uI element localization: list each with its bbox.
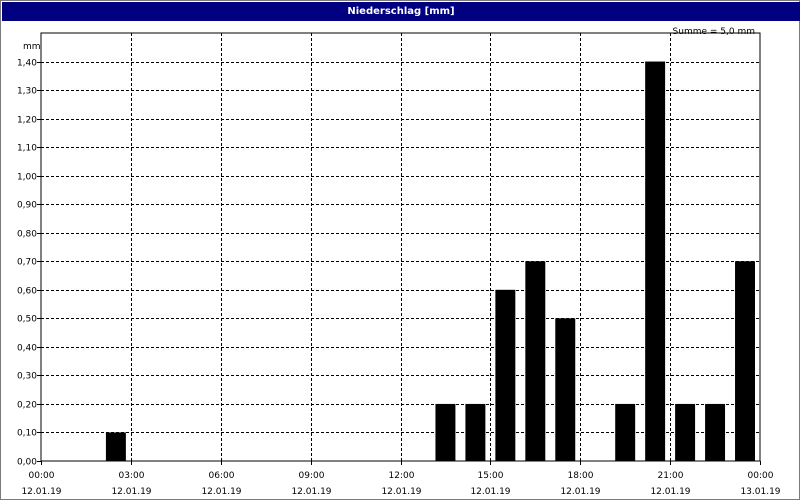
precipitation-bar <box>495 289 516 461</box>
precipitation-bar <box>435 403 456 461</box>
x-tick-date-label: 12.01.19 <box>201 487 241 497</box>
sum-annotation: Summe = 5,0 mm <box>672 27 755 37</box>
x-tick-time-label: 03:00 <box>119 471 145 481</box>
axis-layer: mm 0,00 0,10 0,20 0,30 0,40 0,50 0,60 0,70 0,80 0,… <box>17 42 781 497</box>
y-tick-label: 0,20 <box>17 401 37 411</box>
x-tick-time-label: 00:00 <box>29 471 55 481</box>
y-tick-label: 0,70 <box>17 258 37 268</box>
x-tick-date-label: 13.01.19 <box>740 487 780 497</box>
x-tick-time-label: 12:00 <box>389 471 415 481</box>
y-tick-label: 0,80 <box>17 230 37 240</box>
x-tick-time-label: 00:00 <box>748 471 774 481</box>
x-tick-date-label: 12.01.19 <box>381 487 421 497</box>
precipitation-bar <box>105 432 126 461</box>
y-tick-label: 0,90 <box>17 201 37 211</box>
precipitation-bar <box>615 403 636 461</box>
y-tick-label: 1,00 <box>17 173 37 183</box>
precipitation-bar <box>645 61 666 462</box>
y-tick-label: 0,60 <box>17 287 37 297</box>
chart-title: Niederschlag [mm] <box>2 2 800 21</box>
x-tick-date-label: 12.01.19 <box>560 487 600 497</box>
y-tick-label: 1,40 <box>17 59 37 69</box>
x-tick-time-label: 21:00 <box>658 471 684 481</box>
x-tick-date-label: 12.01.19 <box>21 487 61 497</box>
y-tick-label: 1,20 <box>17 116 37 126</box>
x-tick-time-label: 15:00 <box>478 471 504 481</box>
precipitation-bar <box>675 403 696 461</box>
x-tick-time-label: 09:00 <box>299 471 325 481</box>
precipitation-bar <box>555 318 576 461</box>
x-tick-time-label: 18:00 <box>568 471 594 481</box>
y-tick-label: 0,10 <box>17 429 37 439</box>
x-tick-date-label: 12.01.19 <box>650 487 690 497</box>
bar-layer <box>105 61 755 462</box>
y-tick-label: 0,00 <box>17 458 37 468</box>
y-axis-unit-label: mm <box>23 42 41 52</box>
x-tick-date-label: 12.01.19 <box>470 487 510 497</box>
x-tick-time-label: 06:00 <box>209 471 235 481</box>
precipitation-bar <box>735 261 755 461</box>
grid-layer <box>40 32 761 462</box>
y-tick-label: 1,30 <box>17 87 37 97</box>
y-tick-label: 0,50 <box>17 315 37 325</box>
y-tick-label: 1,10 <box>17 144 37 154</box>
y-tick-label: 0,30 <box>17 372 37 382</box>
y-tick-label: 0,40 <box>17 344 37 354</box>
precipitation-bar <box>705 403 726 461</box>
x-tick-date-label: 12.01.19 <box>291 487 331 497</box>
precipitation-bar <box>465 403 486 461</box>
x-tick-date-label: 12.01.19 <box>111 487 151 497</box>
plot-border <box>40 32 761 462</box>
precipitation-bar <box>525 261 546 461</box>
